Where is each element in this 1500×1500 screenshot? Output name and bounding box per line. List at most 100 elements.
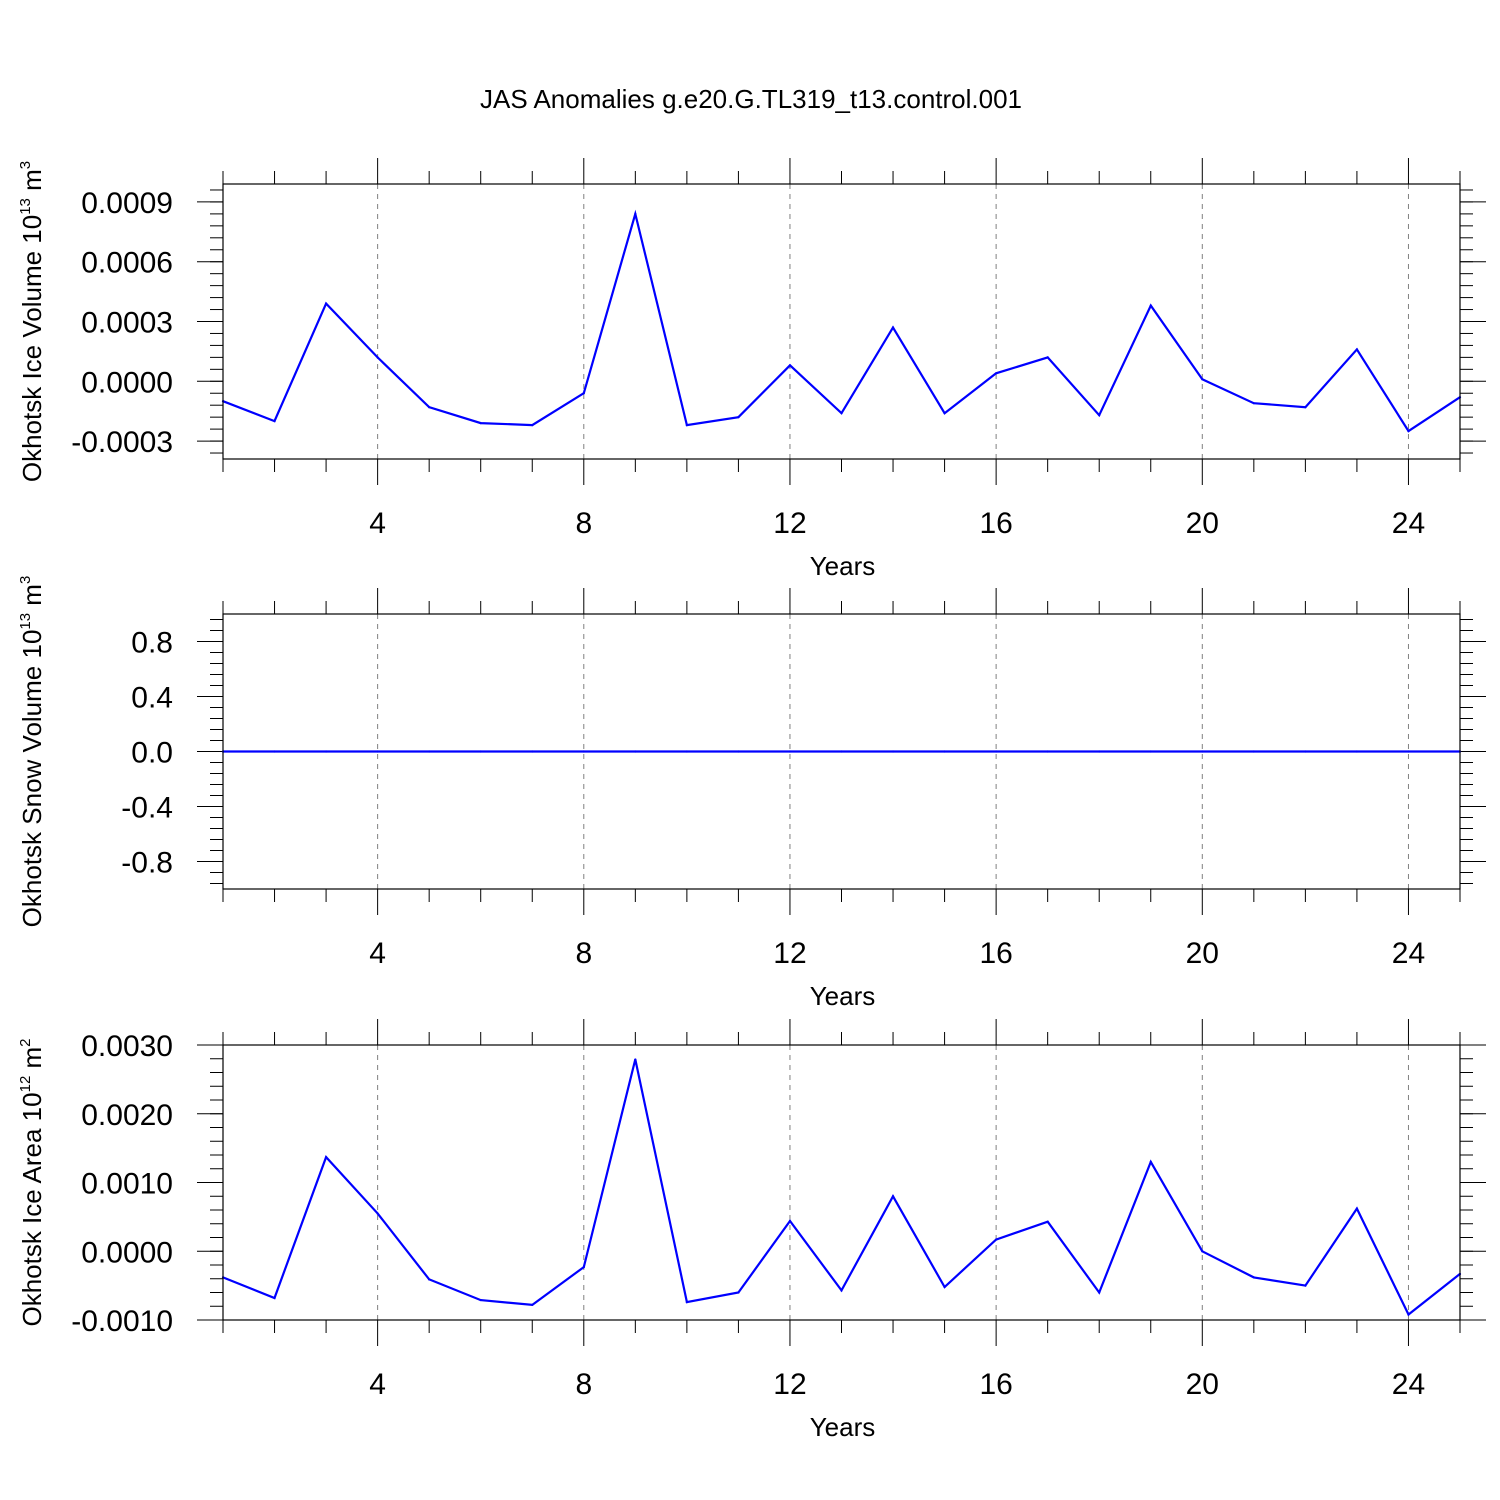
data-point	[531, 424, 534, 427]
y-tick-label: -0.0003	[71, 426, 173, 459]
x-tick-label: 12	[773, 1368, 806, 1401]
data-point	[531, 750, 534, 753]
y-axis-label: Okhotsk Ice Area 1012 m2	[17, 1038, 47, 1326]
data-point	[1355, 1207, 1359, 1210]
data-point	[891, 1195, 895, 1198]
y-tick-label: 0.4	[131, 682, 173, 715]
data-point	[840, 412, 843, 415]
data-point	[995, 372, 998, 375]
x-axis-label: Years	[810, 981, 876, 1011]
plot-frame	[222, 613, 1461, 890]
x-tick-label: 16	[979, 507, 1012, 540]
data-point	[1046, 356, 1049, 359]
data-point	[273, 420, 276, 423]
data-point	[737, 416, 740, 419]
x-tick-label: 24	[1392, 937, 1425, 970]
data-point	[1149, 750, 1152, 753]
chart-panel: 4 8 12 16 20 24 -0.0003 0.0000 0.0003 0.0006 0.000…	[17, 158, 1486, 581]
data-point	[634, 212, 637, 215]
chart-title: JAS Anomalies g.e20.G.TL319_t13.control.…	[480, 84, 1022, 114]
x-tick-label: 12	[773, 937, 806, 970]
data-point	[376, 1212, 379, 1215]
y-tick-label: 0.0003	[81, 307, 173, 340]
data-point	[324, 1155, 328, 1159]
x-tick-label: 20	[1186, 1368, 1219, 1401]
data-point	[428, 750, 431, 753]
x-tick-label: 4	[369, 937, 386, 970]
data-point	[685, 750, 688, 753]
x-axis-label: Years	[810, 551, 876, 581]
data-point	[1201, 378, 1204, 381]
data-point	[943, 412, 946, 415]
data-point	[1252, 402, 1255, 405]
data-point	[788, 364, 792, 367]
y-tick-label: -0.0010	[71, 1305, 173, 1338]
x-tick-label: 20	[1186, 507, 1219, 540]
x-axis-label: Years	[810, 1412, 876, 1442]
data-point	[891, 326, 895, 329]
data-point	[428, 1278, 431, 1281]
data-point	[1201, 1250, 1204, 1253]
x-tick-label: 24	[1392, 507, 1425, 540]
x-tick-label: 8	[575, 937, 592, 970]
chart-panels: 4 8 12 16 20 24 -0.0003 0.0000 0.0003 0.0006 0.000…	[17, 158, 1486, 1442]
y-tick-label: -0.4	[121, 792, 173, 825]
data-point	[995, 750, 998, 753]
data-point	[428, 406, 431, 409]
data-point	[737, 750, 740, 753]
data-point	[685, 1301, 688, 1304]
data-point	[582, 392, 585, 395]
y-tick-label: 0.0000	[81, 1236, 173, 1269]
data-point	[531, 1303, 534, 1306]
data-point	[943, 750, 946, 753]
data-point	[273, 750, 276, 753]
data-point	[1149, 304, 1152, 307]
data-point	[1304, 750, 1307, 753]
y-tick-label: -0.8	[121, 847, 173, 880]
data-point	[943, 1285, 946, 1289]
data-point	[1407, 750, 1410, 753]
data-point	[582, 1265, 585, 1269]
x-tick-label: 16	[979, 1368, 1012, 1401]
data-point	[737, 1291, 740, 1294]
data-series-line	[222, 209, 1461, 433]
data-point	[1098, 750, 1101, 753]
chart-panel: 4 8 12 16 20 24 -0.0010 0.0000 0.0010 0.0020 0.003…	[17, 1019, 1486, 1442]
x-tick-label: 16	[979, 937, 1012, 970]
data-point	[788, 1219, 792, 1223]
y-tick-label: 0.8	[131, 627, 173, 660]
x-tick-label: 20	[1186, 937, 1219, 970]
data-point	[324, 750, 328, 753]
data-point	[479, 422, 482, 425]
data-point	[1046, 1220, 1049, 1223]
data-point	[479, 750, 482, 753]
x-tick-label: 4	[369, 1368, 386, 1401]
data-point	[995, 1238, 998, 1241]
data-point	[273, 1296, 276, 1300]
data-point	[1201, 750, 1204, 753]
data-series-line	[222, 1059, 1461, 1317]
data-point	[1252, 750, 1255, 753]
y-tick-label: 0.0020	[81, 1099, 173, 1132]
chart-panel: 4 8 12 16 20 24 -0.8 -0.4 0.0 0.4 0.8 Years Okhotsk …	[17, 576, 1486, 1011]
plot-frame	[222, 1044, 1461, 1321]
x-tick-label: 4	[369, 507, 386, 540]
data-point	[634, 750, 637, 753]
data-point	[376, 356, 379, 359]
data-point	[1304, 406, 1307, 409]
data-point	[634, 1058, 637, 1061]
y-tick-label: 0.0010	[81, 1168, 173, 1201]
data-point	[1149, 1160, 1152, 1163]
data-point	[479, 1298, 482, 1302]
data-point	[840, 750, 843, 753]
data-point	[1355, 348, 1359, 351]
x-tick-label: 12	[773, 507, 806, 540]
data-point	[1046, 750, 1049, 753]
data-point	[1355, 750, 1359, 753]
y-tick-label: 0.0006	[81, 247, 173, 280]
data-point	[582, 750, 585, 753]
data-point	[1252, 1276, 1255, 1279]
y-axis-label: Okhotsk Ice Volume 1013 m3	[17, 161, 47, 482]
data-point	[840, 1289, 843, 1292]
data-point	[685, 424, 688, 427]
